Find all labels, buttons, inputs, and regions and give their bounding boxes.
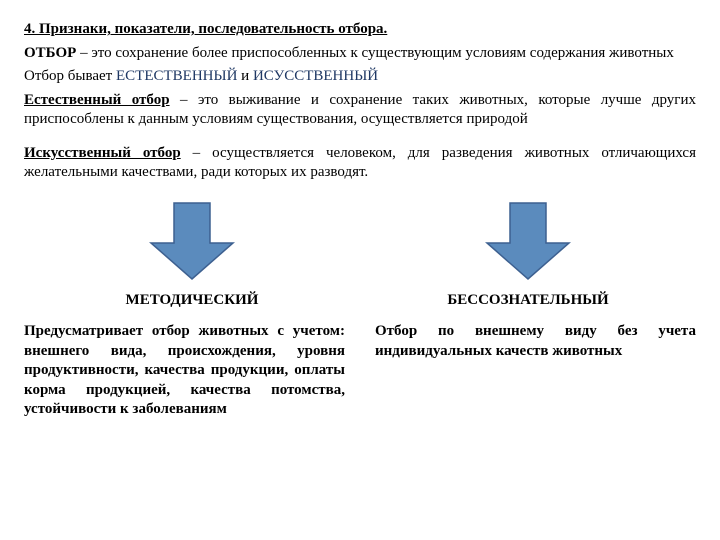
types-natural: ЕСТЕСТВЕННЫЙ [116, 68, 237, 84]
types-artificial: ИСУССТВЕННЫЙ [253, 68, 378, 84]
col-left-head: МЕТОДИЧЕСКИЙ [24, 291, 360, 311]
columns-heads: МЕТОДИЧЕСКИЙ БЕССОЗНАТЕЛЬНЫЙ [24, 291, 696, 311]
arrows-row [24, 201, 696, 281]
paragraph-otbor: ОТБОР – это сохранение более приспособле… [24, 44, 696, 64]
arrow-down-icon [483, 201, 573, 281]
artificial-lead: Искусственный отбор [24, 145, 181, 161]
paragraph-types: Отбор бывает ЕСТЕСТВЕННЫЙ и ИСУССТВЕННЫЙ [24, 67, 696, 87]
section-title: 4. Признаки, показатели, последовательно… [24, 21, 387, 37]
columns-desc: Предусматривает отбор животных с учетом:… [24, 322, 696, 420]
arrow-right-wrap [360, 201, 696, 281]
natural-lead: Естественный отбор [24, 92, 170, 108]
types-pre: Отбор бывает [24, 68, 116, 84]
types-and: и [237, 68, 253, 84]
arrow-down-icon [147, 201, 237, 281]
arrow-left-wrap [24, 201, 360, 281]
otbor-rest: – это сохранение более приспособленных к… [76, 45, 674, 61]
paragraph-artificial: Искусственный отбор – осуществляется чел… [24, 144, 696, 183]
col-left-desc: Предусматривает отбор животных с учетом:… [24, 322, 345, 420]
paragraph-natural: Естественный отбор – это выживание и сох… [24, 91, 696, 130]
col-right-desc: Отбор по внешнему виду без учета индивид… [375, 322, 696, 420]
otbor-lead: ОТБОР [24, 45, 76, 61]
col-right-head: БЕССОЗНАТЕЛЬНЫЙ [360, 291, 696, 311]
